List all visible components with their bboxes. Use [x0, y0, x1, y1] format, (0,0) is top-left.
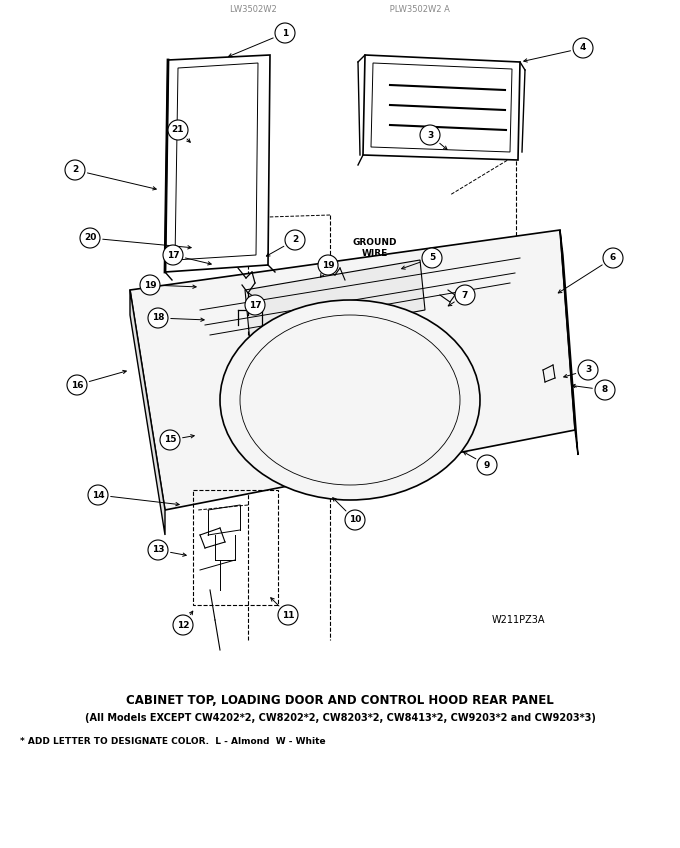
Text: 3: 3	[585, 365, 591, 375]
Text: LW3502W2                                           PLW3502W2 A: LW3502W2 PLW3502W2 A	[230, 5, 450, 14]
Circle shape	[278, 605, 298, 625]
Polygon shape	[245, 260, 425, 342]
Text: 17: 17	[167, 250, 180, 259]
Circle shape	[245, 295, 265, 315]
Text: 12: 12	[177, 621, 189, 629]
Circle shape	[578, 360, 598, 380]
Text: 4: 4	[580, 43, 586, 53]
Text: 18: 18	[152, 314, 165, 322]
Text: 19: 19	[143, 281, 156, 289]
Polygon shape	[363, 55, 520, 160]
Circle shape	[163, 245, 183, 265]
Text: 10: 10	[349, 516, 361, 525]
Text: (All Models EXCEPT CW4202*2, CW8202*2, CW8203*2, CW8413*2, CW9203*2 and CW9203*3: (All Models EXCEPT CW4202*2, CW8202*2, C…	[84, 713, 596, 723]
Circle shape	[67, 375, 87, 395]
Circle shape	[148, 540, 168, 560]
Circle shape	[477, 455, 497, 475]
Text: 9: 9	[483, 460, 490, 470]
Circle shape	[318, 255, 338, 275]
Text: 11: 11	[282, 611, 294, 620]
Circle shape	[80, 228, 100, 248]
Text: 20: 20	[84, 233, 96, 243]
Text: 5: 5	[429, 254, 435, 263]
Text: 8: 8	[602, 386, 608, 394]
Circle shape	[88, 485, 108, 505]
Circle shape	[140, 275, 160, 295]
Text: 16: 16	[71, 381, 83, 389]
Text: 21: 21	[172, 126, 184, 135]
Circle shape	[148, 308, 168, 328]
Text: 7: 7	[462, 291, 469, 299]
Text: 2: 2	[72, 165, 78, 175]
Circle shape	[168, 120, 188, 140]
Circle shape	[345, 510, 365, 530]
Ellipse shape	[220, 300, 480, 500]
Text: 15: 15	[164, 436, 176, 444]
Circle shape	[420, 125, 440, 145]
Circle shape	[455, 285, 475, 305]
Circle shape	[285, 230, 305, 250]
Circle shape	[422, 248, 442, 268]
Circle shape	[65, 160, 85, 180]
Circle shape	[595, 380, 615, 400]
Circle shape	[603, 248, 623, 268]
Circle shape	[173, 615, 193, 635]
Text: CABINET TOP, LOADING DOOR AND CONTROL HOOD REAR PANEL: CABINET TOP, LOADING DOOR AND CONTROL HO…	[126, 694, 554, 706]
Text: 17: 17	[249, 300, 261, 310]
Polygon shape	[560, 230, 578, 455]
Text: 1: 1	[282, 29, 288, 37]
Text: 2: 2	[292, 236, 298, 244]
Text: 3: 3	[427, 131, 433, 140]
Text: * ADD LETTER TO DESIGNATE COLOR.  L - Almond  W - White: * ADD LETTER TO DESIGNATE COLOR. L - Alm…	[20, 738, 326, 746]
Text: 19: 19	[322, 260, 335, 270]
Text: W211PZ3A: W211PZ3A	[491, 615, 545, 625]
Polygon shape	[130, 290, 165, 535]
Circle shape	[160, 430, 180, 450]
Polygon shape	[165, 55, 270, 272]
Circle shape	[573, 38, 593, 58]
Text: GROUND
WIRE: GROUND WIRE	[353, 238, 397, 258]
Text: 13: 13	[152, 545, 165, 555]
Text: 14: 14	[92, 490, 104, 499]
Text: 6: 6	[610, 254, 616, 263]
Polygon shape	[130, 230, 575, 510]
Circle shape	[275, 23, 295, 43]
